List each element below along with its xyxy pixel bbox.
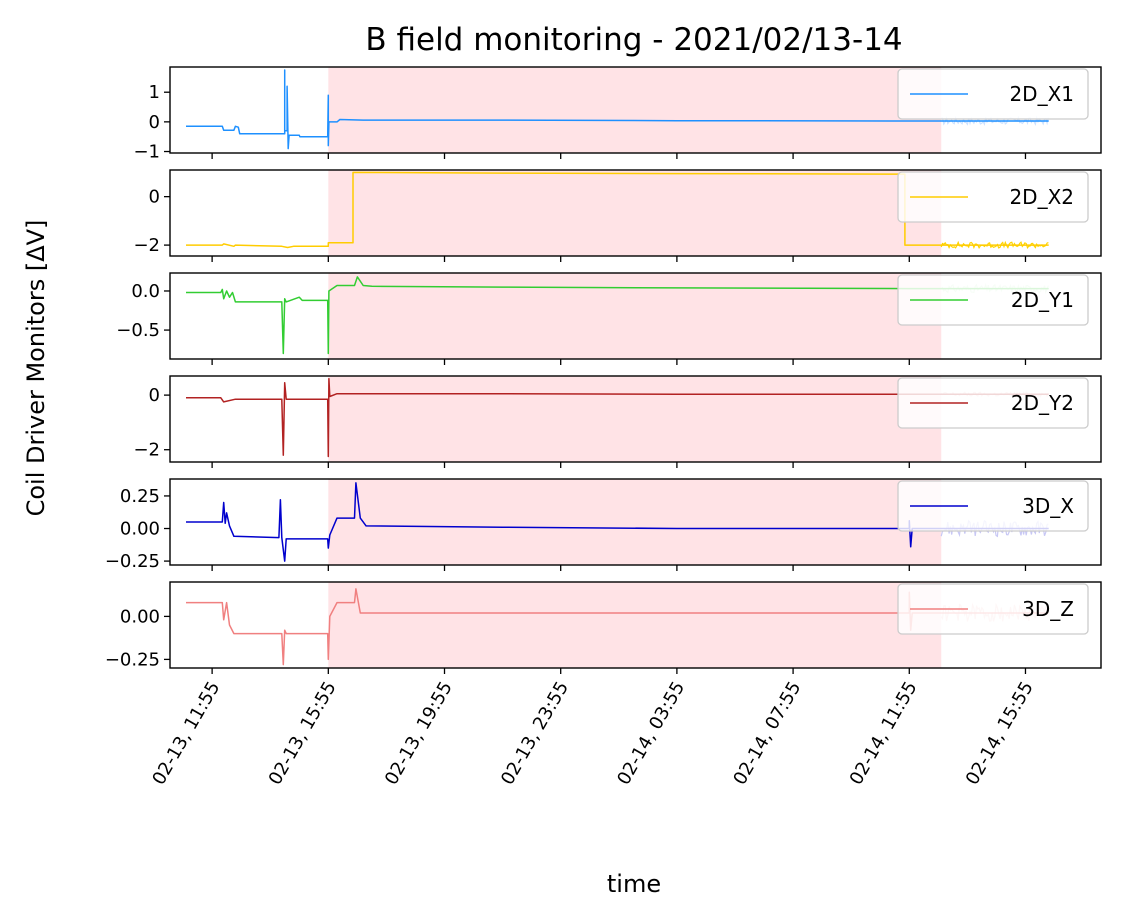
subplot-3D_Z: 0.00 −0.25 3D_Z bbox=[105, 581, 1102, 674]
x-tick-label: 02-14, 03:55 bbox=[613, 678, 689, 789]
legend-label: 3D_Z bbox=[1022, 597, 1074, 621]
y-tick-label: −2 bbox=[133, 440, 160, 461]
subplot-2D_X1: 1 0 −1 2D_X1 bbox=[133, 66, 1102, 163]
legend-box bbox=[897, 377, 1089, 429]
shaded-interval bbox=[328, 479, 942, 565]
legend-2D_Y2: 2D_Y2 bbox=[897, 377, 1089, 429]
legend-label: 2D_X1 bbox=[1009, 82, 1074, 106]
legend-box bbox=[897, 68, 1089, 120]
subplot-2D_X2: 0 −2 2D_X2 bbox=[133, 169, 1102, 262]
legend-box bbox=[897, 480, 1089, 532]
y-tick-label: 0 bbox=[149, 112, 160, 133]
y-tick-label: −0.25 bbox=[105, 649, 160, 670]
subplot-frame bbox=[169, 272, 1102, 360]
y-tick-label: 0.00 bbox=[120, 606, 160, 627]
subplot-frame bbox=[169, 66, 1102, 154]
y-tick-label: 0 bbox=[149, 385, 160, 406]
subplot-frame bbox=[169, 169, 1102, 257]
legend-box bbox=[897, 583, 1089, 635]
x-tick-label: 02-13, 15:55 bbox=[265, 678, 341, 789]
legend-3D_Z: 3D_Z bbox=[897, 583, 1089, 635]
y-tick-label: 0.00 bbox=[120, 519, 160, 540]
legend-3D_X: 3D_X bbox=[897, 480, 1089, 532]
shaded-interval bbox=[328, 376, 942, 462]
legend-box bbox=[897, 171, 1089, 223]
subplot-2D_Y2: 0 −2 2D_Y2 bbox=[133, 375, 1102, 468]
series-line-2D_X1 bbox=[186, 69, 1049, 150]
legend-label: 3D_X bbox=[1022, 494, 1074, 518]
y-tick-label: 0.0 bbox=[131, 281, 160, 302]
y-tick-label: 0.25 bbox=[120, 486, 160, 507]
x-axis-ticks: 02-13, 11:55 02-13, 15:55 02-13, 19:55 02-1… bbox=[148, 678, 1037, 789]
x-axis-label: time bbox=[607, 870, 661, 898]
shaded-interval bbox=[328, 67, 942, 153]
x-tick-label: 02-14, 15:55 bbox=[962, 678, 1038, 789]
x-tick-label: 02-13, 19:55 bbox=[381, 678, 457, 789]
y-axis-label: Coil Driver Monitors [ΔV] bbox=[22, 220, 50, 517]
chart-title: B field monitoring - 2021/02/13-14 bbox=[365, 22, 902, 58]
y-tick-label: 1 bbox=[149, 82, 160, 103]
series-line-2D_Y2 bbox=[186, 377, 1049, 458]
x-tick-label: 02-14, 11:55 bbox=[846, 678, 922, 789]
legend-box bbox=[897, 274, 1089, 326]
subplot-3D_X: 0.25 0.00 −0.25 3D_X bbox=[105, 478, 1102, 572]
shaded-interval bbox=[328, 582, 942, 668]
subplot-frame bbox=[169, 375, 1102, 463]
y-tick-label: −0.25 bbox=[105, 551, 160, 572]
x-tick-label: 02-13, 23:55 bbox=[497, 678, 573, 789]
subplot-frame bbox=[169, 478, 1102, 566]
x-tick-label: 02-14, 07:55 bbox=[729, 678, 805, 789]
legend-2D_Y1: 2D_Y1 bbox=[897, 274, 1089, 326]
legend-label: 2D_X2 bbox=[1009, 185, 1074, 209]
subplot-frame bbox=[169, 581, 1102, 669]
y-tick-label: −1 bbox=[133, 142, 160, 163]
y-tick-label: −2 bbox=[133, 235, 160, 256]
legend-2D_X1: 2D_X1 bbox=[897, 68, 1089, 120]
legend-label: 2D_Y2 bbox=[1011, 391, 1074, 415]
shaded-interval bbox=[328, 170, 942, 256]
subplot-stack: 1 0 −1 2D_X1 0 −2 2D_X2 0.0 −0.5 2D_Y1 0 −2 2D_Y2 0.2… bbox=[105, 66, 1102, 674]
series-line-2D_Y1 bbox=[186, 276, 1049, 355]
x-tick-label: 02-13, 11:55 bbox=[148, 678, 224, 789]
y-tick-label: −0.5 bbox=[116, 320, 160, 341]
subplot-2D_Y1: 0.0 −0.5 2D_Y1 bbox=[116, 272, 1102, 365]
y-tick-label: 0 bbox=[149, 187, 160, 208]
legend-2D_X2: 2D_X2 bbox=[897, 171, 1089, 223]
legend-label: 2D_Y1 bbox=[1011, 288, 1074, 312]
